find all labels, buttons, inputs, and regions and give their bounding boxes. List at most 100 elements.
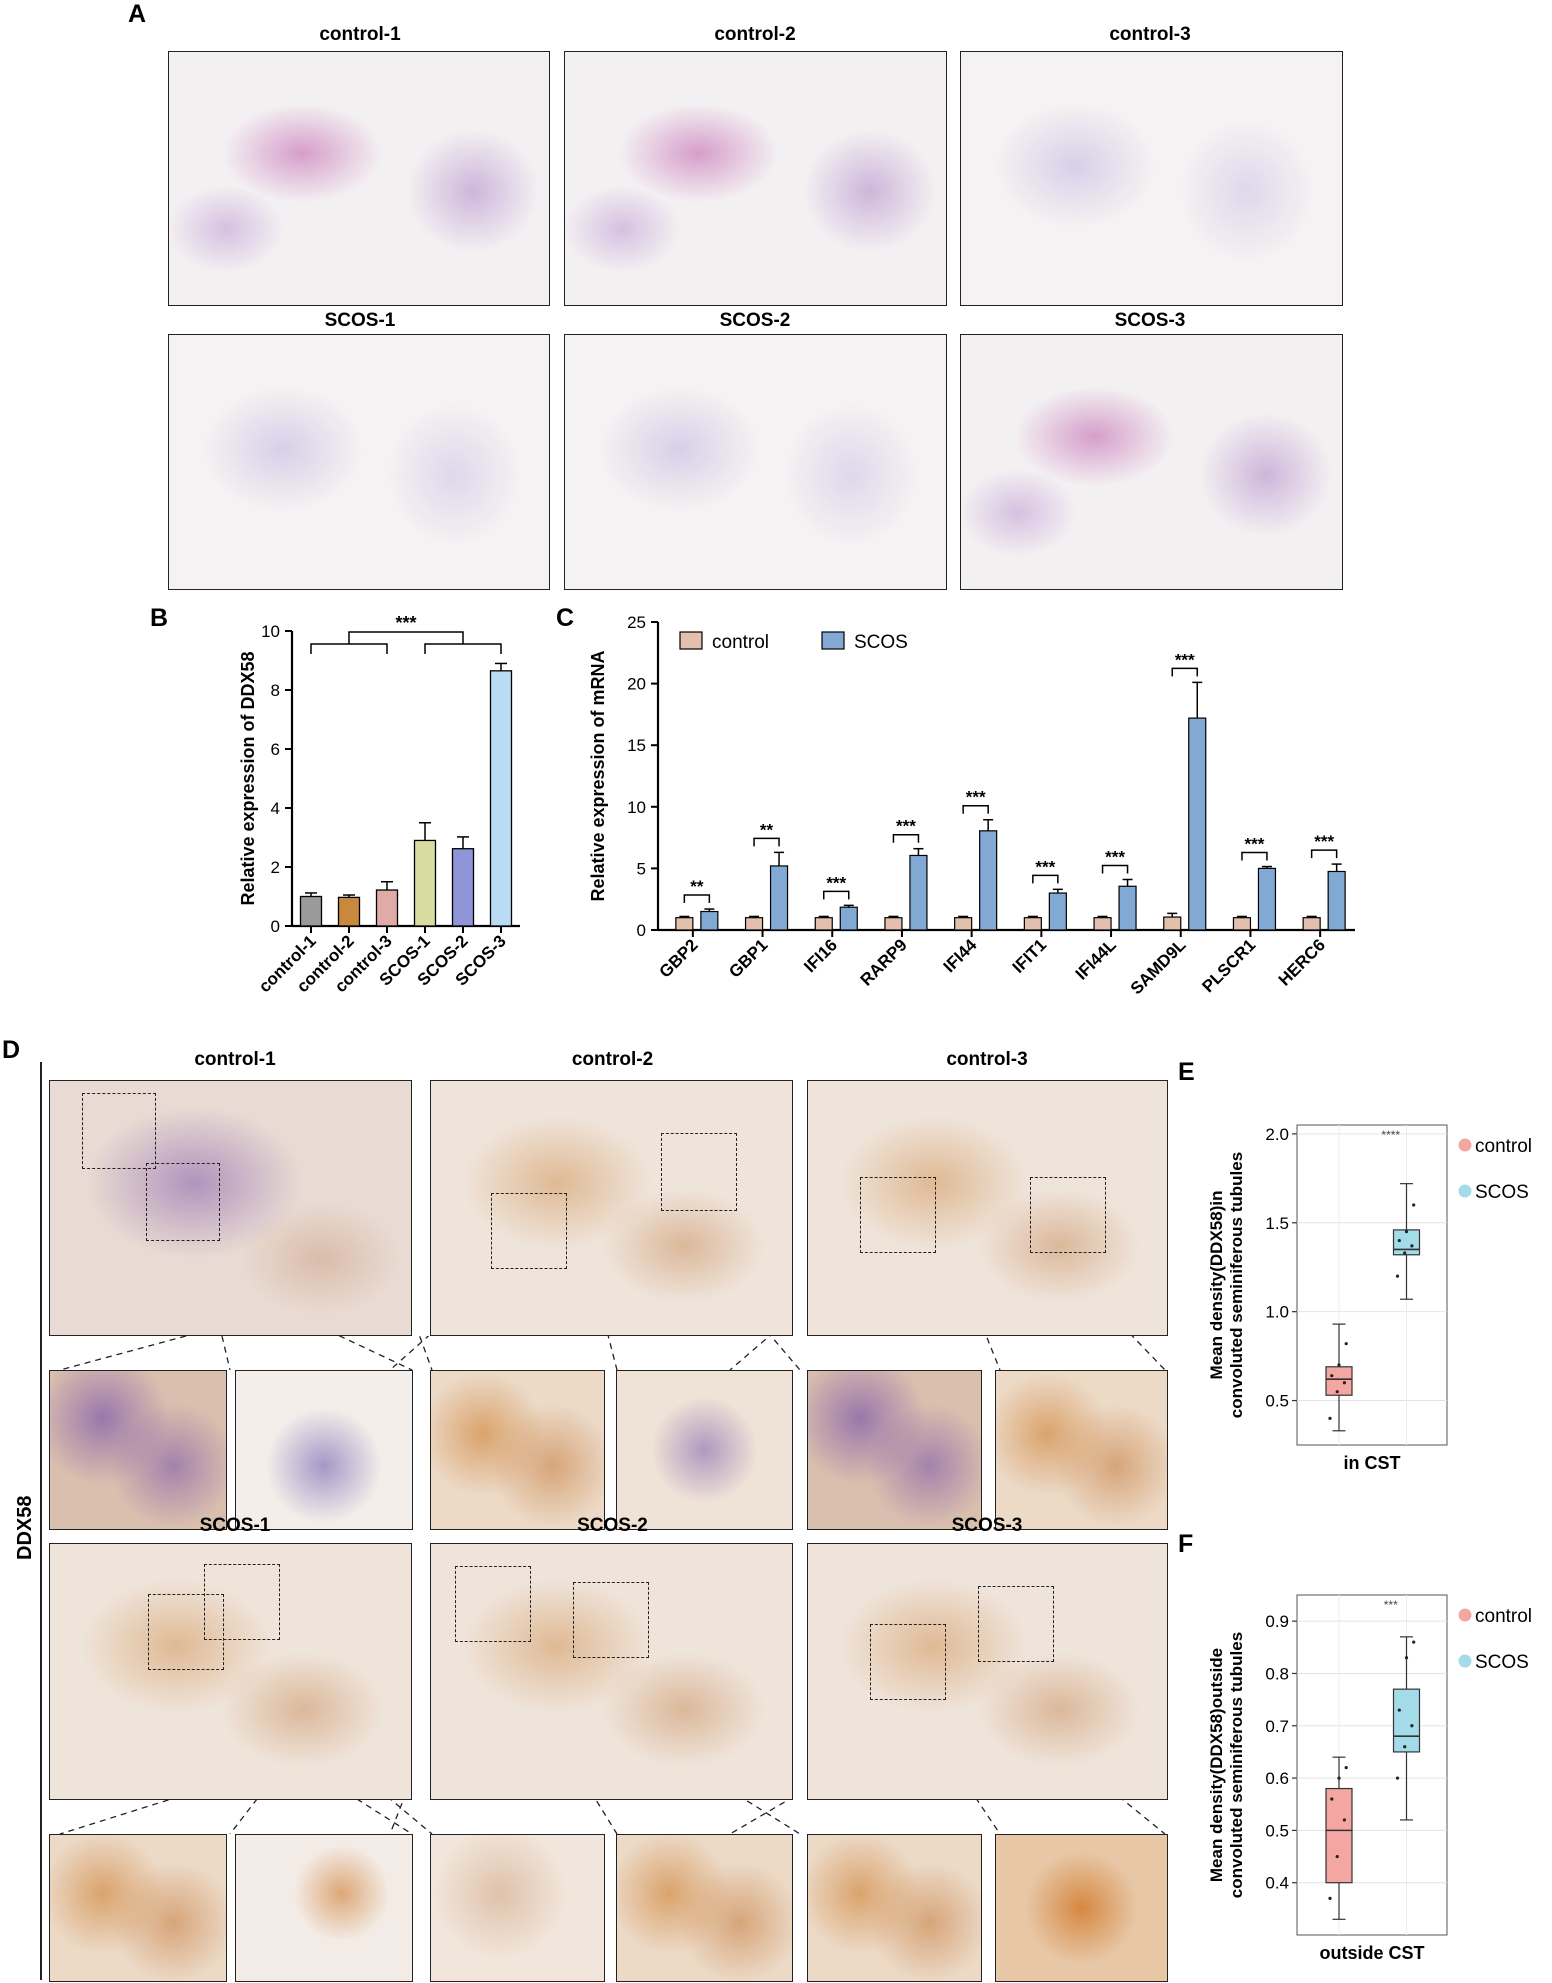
bar-control-IFI44 [954,917,973,931]
x-axis-label: outside CST [1319,1943,1424,1963]
bar-control-PLSCR1 [1232,917,1252,931]
bar-control-1 [299,895,323,927]
legend-swatch-control [679,631,703,650]
box-control [1325,1366,1353,1396]
y-axis-label-line2: convoluted seminiferous tubules [1227,1152,1246,1418]
he-image-control-3 [960,51,1343,306]
box-SCOS [1392,1688,1421,1753]
inset-box [148,1594,224,1670]
bar-SCOS-RARP9 [909,854,928,931]
sig-label: *** [1384,1598,1398,1612]
panel-d-divider [40,1062,42,1980]
x-tick-label: IFIT1 [1009,935,1050,976]
panel-d-side-label: DDX58 [14,1495,36,1560]
y-tick-label: 0.4 [1265,1874,1289,1893]
he-image-scos-3 [960,334,1343,590]
x-tick-label: IFI44L [1072,935,1120,983]
legend-swatch-control [1458,1138,1472,1152]
x-tick-label: SAMD9L [1127,935,1190,998]
panel-a-title-control-1: control-1 [319,24,401,45]
data-point [1404,1656,1409,1660]
legend-label-control: control [712,632,769,653]
sig-label: *** [966,788,986,807]
legend-swatch-SCOS [1458,1654,1472,1668]
legend-swatch-control [1458,1608,1472,1622]
y-tick-label: 4 [271,799,280,818]
panel-d-title-scos-3: SCOS-3 [951,1515,1023,1536]
y-tick-label: 0.8 [1265,1664,1289,1683]
y-tick-label: 6 [271,740,280,759]
panel-a-title-scos-1: SCOS-1 [324,310,396,331]
x-tick-label: IFI16 [800,935,841,976]
bar-control-SAMD9L [1163,916,1182,931]
panel-f-letter: F [1178,1530,1194,1558]
he-image-scos-2 [564,334,947,590]
bar-SCOS-1 [413,839,437,927]
sig-bracket [1241,851,1268,861]
sig-label: **** [1381,1128,1400,1142]
ihc-zoom-scos-1a [49,1834,227,1982]
he-image-control-1 [168,51,550,306]
y-axis-label: Relative expression of DDX58 [238,651,258,905]
legend-swatch-SCOS [821,631,845,650]
sig-label: ** [760,820,774,839]
data-point [1344,1766,1348,1770]
inset-box [82,1093,156,1169]
he-image-control-2 [564,51,947,306]
chart-e-svg: 0.5 1.0 1.5 2.0 **** in CST Mean density(DDX58… [1207,1124,1532,1473]
data-point [1412,1203,1416,1207]
data-point [1403,1745,1407,1749]
y-tick-label: 25 [627,613,646,632]
data-point [1397,1238,1401,1243]
bar-control-RARP9 [884,917,903,931]
bar-control-GBP2 [675,917,694,931]
ihc-image-control-2 [430,1080,793,1336]
bar-control-3 [375,889,399,927]
inset-box [204,1564,280,1640]
data-point [1335,1390,1339,1394]
sig-label: *** [1105,847,1125,866]
legend-label-SCOS: SCOS [1475,1182,1529,1203]
bar-SCOS-IFIT1 [1048,892,1067,931]
zoom-connector-lines-1 [59,1336,1166,1370]
panel-d-title-scos-2: SCOS-2 [577,1515,648,1536]
data-point [1395,1274,1400,1278]
bar-control-GBP1 [744,917,764,931]
y-tick-label: 5 [637,859,646,878]
panel-e-letter: E [1178,1058,1195,1086]
sig-label: *** [1245,835,1265,854]
data-point [1335,1854,1339,1859]
y-axis-label-line2: convoluted seminiferous tubules [1227,1632,1246,1898]
inset-box [1030,1177,1106,1253]
y-tick-label: 1.0 [1265,1303,1289,1322]
panel-c-letter: C [556,604,575,632]
sig-bracket-left [310,643,388,654]
bar-SCOS-PLSCR1 [1257,867,1277,931]
sig-label: *** [395,613,416,633]
inset-box [860,1177,936,1253]
ihc-zoom-scos-3a [807,1834,982,1982]
sig-bracket-right [424,643,502,654]
sig-label: *** [826,873,846,892]
sig-bracket [683,894,711,904]
data-point [1397,1708,1401,1712]
bar-SCOS-GBP1 [769,865,789,931]
sig-bracket [823,890,850,900]
bar-SCOS-3 [489,670,513,927]
ihc-zoom-scos-2b [616,1834,793,1982]
y-tick-label: 2.0 [1265,1125,1289,1144]
data-point [1410,1724,1414,1728]
data-point [1328,1416,1332,1420]
data-point [1395,1776,1400,1780]
y-tick-label: 15 [627,736,646,755]
data-point [1328,1896,1332,1900]
panel-a-title-scos-2: SCOS-2 [719,310,791,331]
bar-SCOS-SAMD9L [1188,717,1207,931]
ihc-zoom-control-2a [430,1370,605,1530]
ihc-image-scos-3 [807,1543,1168,1800]
bar-SCOS-2 [451,848,475,927]
sig-bracket [962,804,989,814]
sig-bracket [1032,874,1059,884]
sig-label: ** [690,877,704,896]
panel-d-title-scos-1: SCOS-1 [199,1515,271,1536]
